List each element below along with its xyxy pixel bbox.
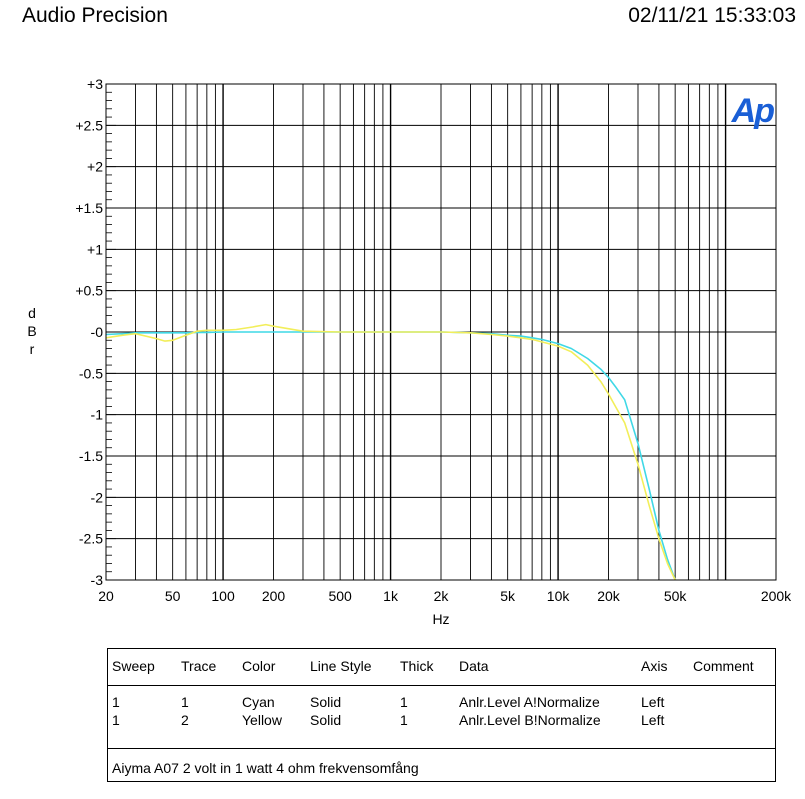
y-tick-label: -2.5 (79, 531, 103, 547)
grid-major (106, 84, 776, 580)
y-tick-labels: +3 +2.5 +2 +1.5 +1 +0.5 -0 -0.5 -1 -1.5 -2 -2.5 -3 (75, 76, 103, 588)
x-tick-label: 50k (664, 588, 688, 604)
legend-header-thick: Thick (400, 658, 434, 674)
x-tick-labels: 20 50 100 200 500 1k 2k 5k 10k 20k 50k 200k (98, 588, 792, 604)
plot-frame (105, 83, 777, 581)
y-axis-label: dBr (27, 305, 36, 357)
ap-logo: Ap (731, 92, 775, 130)
legend-cell-thick: 1 (400, 712, 408, 728)
x-tick-label: 200k (761, 588, 792, 604)
y-tick-label: +1.5 (75, 200, 103, 216)
legend-separator (108, 685, 775, 686)
x-tick-label: 10k (547, 588, 571, 604)
legend-cell-style: Solid (310, 694, 342, 710)
legend-header-axis: Axis (641, 658, 668, 674)
y-tick-label: -0 (91, 324, 104, 340)
legend-header-sweep: Sweep (112, 658, 155, 674)
legend-cell-trace: 2 (181, 712, 189, 728)
x-tick-label: 200 (262, 588, 286, 604)
x-tick-label: 5k (500, 588, 516, 604)
legend-header-color: Color (242, 658, 276, 674)
y-tick-label: +2 (87, 159, 103, 175)
x-tick-label: 500 (328, 588, 352, 604)
legend-cell-axis: Left (641, 694, 665, 710)
axis-ticks (106, 83, 116, 581)
legend-cell-sweep: 1 (112, 694, 120, 710)
y-tick-label: +1 (87, 241, 103, 257)
legend-cell-data: Anlr.Level B!Normalize (459, 712, 601, 728)
y-tick-label: -2 (91, 489, 104, 505)
legend-header-data: Data (459, 658, 489, 674)
legend-separator (108, 748, 775, 749)
x-tick-label: 20 (98, 588, 114, 604)
y-tick-label: +2.5 (75, 117, 103, 133)
y-axis-label-char: B (27, 323, 36, 339)
legend-cell-thick: 1 (400, 694, 408, 710)
series-line-2 (106, 323, 676, 581)
legend-table: Sweep Trace Color Line Style Thick Data … (107, 648, 776, 782)
y-tick-label: -1.5 (79, 448, 103, 464)
legend-row: 1 1 Cyan Solid 1 Anlr.Level A!Normalize … (108, 694, 775, 712)
x-tick-label: 100 (211, 588, 235, 604)
app-title: Audio Precision (22, 4, 168, 27)
y-tick-label: -1 (91, 407, 104, 423)
legend-header-trace: Trace (181, 658, 217, 674)
legend-header-row: Sweep Trace Color Line Style Thick Data … (108, 658, 775, 676)
legend-cell-data: Anlr.Level A!Normalize (459, 694, 600, 710)
y-tick-label: +3 (87, 76, 103, 92)
legend-row: 1 2 Yellow Solid 1 Anlr.Level B!Normaliz… (108, 712, 775, 730)
legend-comment: Aiyma A07 2 volt in 1 watt 4 ohm frekven… (112, 760, 419, 776)
legend-cell-trace: 1 (181, 694, 189, 710)
frequency-response-chart: +3 +2.5 +2 +1.5 +1 +0.5 -0 -0.5 -1 -1.5 -2 -2.5 -3 2… (27, 76, 792, 627)
y-axis-label-char: r (30, 341, 35, 357)
y-tick-label: -3 (91, 572, 104, 588)
timestamp: 02/11/21 15:33:03 (628, 4, 796, 27)
legend-header-style: Line Style (310, 658, 372, 674)
legend-header-comment: Comment (693, 658, 754, 674)
legend-cell-style: Solid (310, 712, 342, 728)
x-tick-label: 20k (597, 588, 621, 604)
x-tick-label: 2k (434, 588, 450, 604)
y-tick-label: +0.5 (75, 283, 103, 299)
legend-cell-sweep: 1 (112, 712, 120, 728)
x-tick-label: 1k (383, 588, 399, 604)
y-tick-label: -0.5 (79, 365, 103, 381)
x-tick-label: 50 (165, 588, 181, 604)
series-layer (106, 323, 676, 581)
legend-cell-color: Cyan (242, 694, 275, 710)
y-axis-label-char: d (28, 305, 36, 321)
legend-cell-axis: Left (641, 712, 665, 728)
x-axis-label: Hz (432, 611, 449, 627)
legend-cell-color: Yellow (242, 712, 282, 728)
